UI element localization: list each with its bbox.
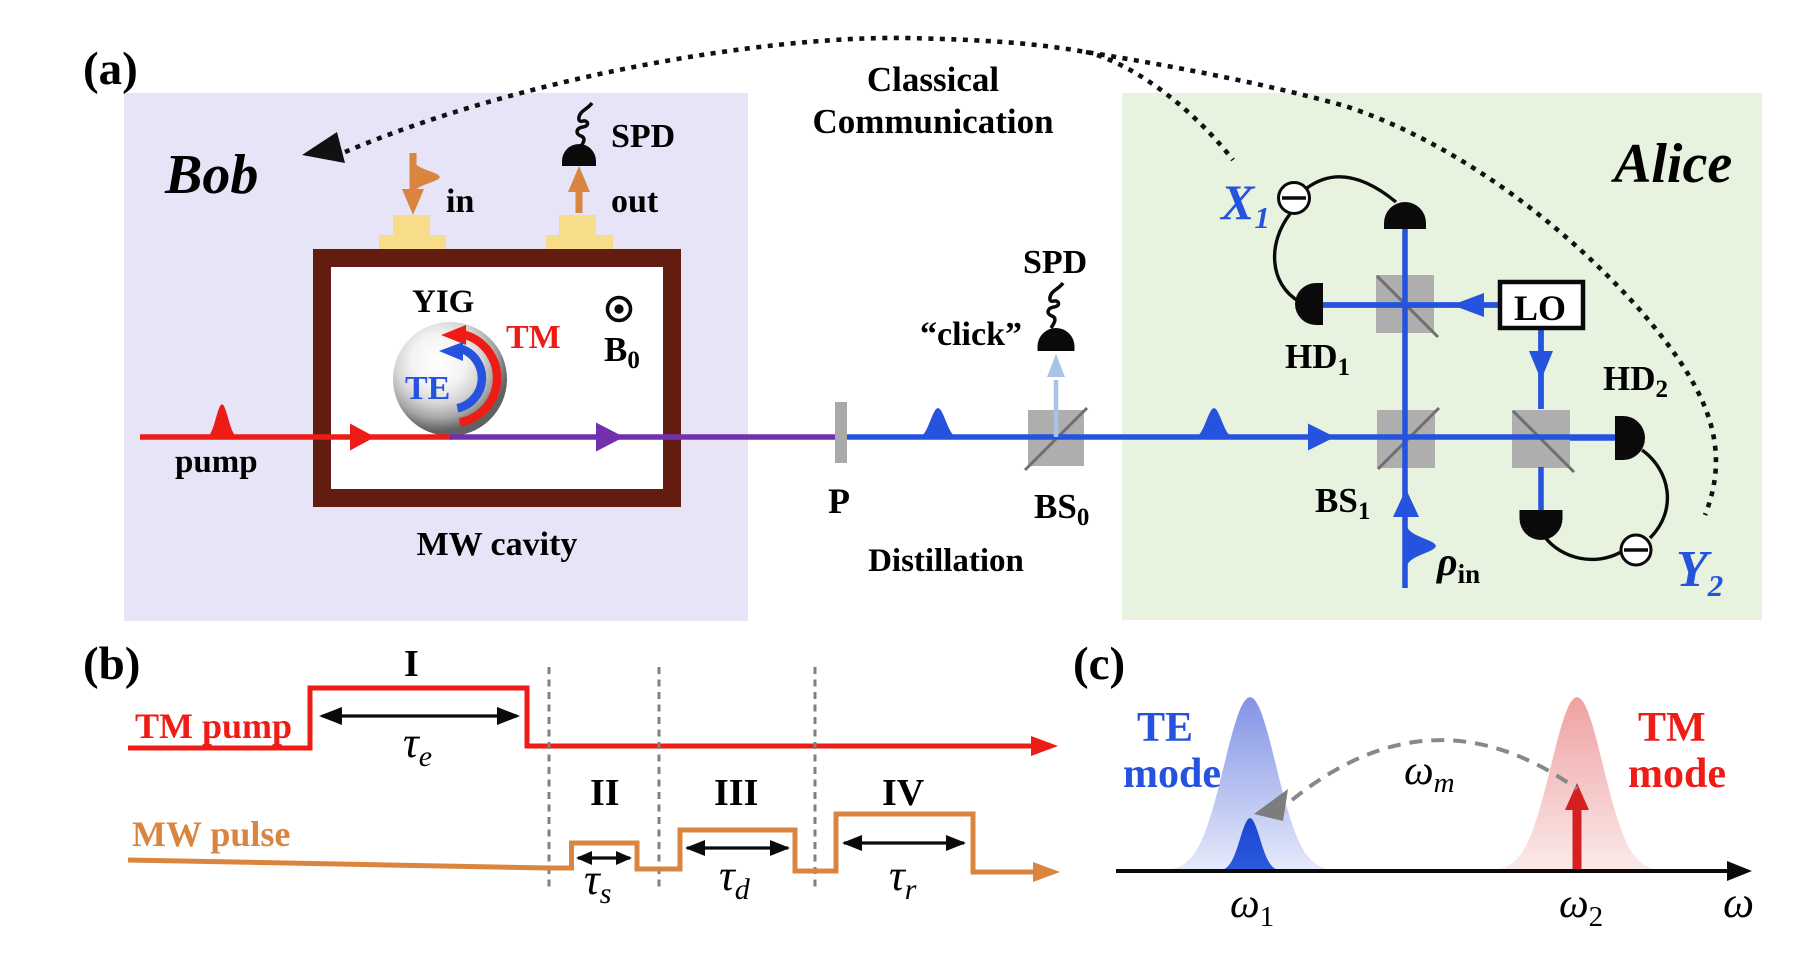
svg-text:Bob: Bob bbox=[164, 144, 258, 206]
svg-text:ωm: ωm bbox=[1404, 748, 1455, 799]
svg-text:TE: TE bbox=[405, 370, 450, 407]
svg-text:TM: TM bbox=[1638, 705, 1706, 751]
svg-text:(b): (b) bbox=[83, 638, 140, 690]
svg-text:P: P bbox=[828, 481, 850, 521]
svg-text:LO: LO bbox=[1514, 288, 1566, 328]
svg-text:ω: ω bbox=[1723, 878, 1754, 927]
svg-text:τe: τe bbox=[403, 718, 432, 773]
svg-text:τs: τs bbox=[584, 855, 611, 910]
svg-text:(c): (c) bbox=[1073, 638, 1125, 690]
svg-text:in: in bbox=[446, 183, 474, 220]
svg-text:τd: τd bbox=[719, 851, 751, 906]
svg-text:Communication: Communication bbox=[812, 102, 1053, 141]
svg-text:MW pulse: MW pulse bbox=[132, 814, 290, 854]
svg-text:out: out bbox=[611, 183, 659, 220]
svg-text:YIG: YIG bbox=[412, 284, 474, 320]
svg-text:TM: TM bbox=[506, 319, 561, 356]
svg-text:mode: mode bbox=[1123, 751, 1221, 797]
svg-text:ω2: ω2 bbox=[1559, 881, 1603, 933]
svg-text:ω1: ω1 bbox=[1230, 881, 1274, 933]
svg-text:II: II bbox=[590, 772, 620, 814]
svg-text:I: I bbox=[404, 643, 419, 685]
svg-text:(a): (a) bbox=[83, 43, 138, 95]
svg-text:III: III bbox=[714, 772, 758, 814]
svg-text:Y2: Y2 bbox=[1676, 541, 1723, 603]
svg-text:BS0: BS0 bbox=[1034, 487, 1089, 531]
svg-text:mode: mode bbox=[1628, 751, 1726, 797]
svg-text:HD2: HD2 bbox=[1603, 359, 1668, 403]
svg-text:TM pump: TM pump bbox=[135, 706, 292, 746]
svg-text:Distillation: Distillation bbox=[868, 543, 1024, 579]
svg-text:SPD: SPD bbox=[1023, 244, 1087, 281]
svg-text:MW cavity: MW cavity bbox=[417, 526, 578, 563]
svg-text:TE: TE bbox=[1137, 705, 1193, 751]
svg-text:pump: pump bbox=[175, 444, 258, 480]
svg-text:τr: τr bbox=[889, 851, 917, 906]
svg-text:Alice: Alice bbox=[1611, 133, 1732, 195]
svg-text:IV: IV bbox=[882, 772, 925, 814]
svg-text:Classical: Classical bbox=[867, 60, 1000, 99]
svg-text:SPD: SPD bbox=[611, 118, 675, 155]
svg-text:“click”: “click” bbox=[920, 316, 1022, 353]
